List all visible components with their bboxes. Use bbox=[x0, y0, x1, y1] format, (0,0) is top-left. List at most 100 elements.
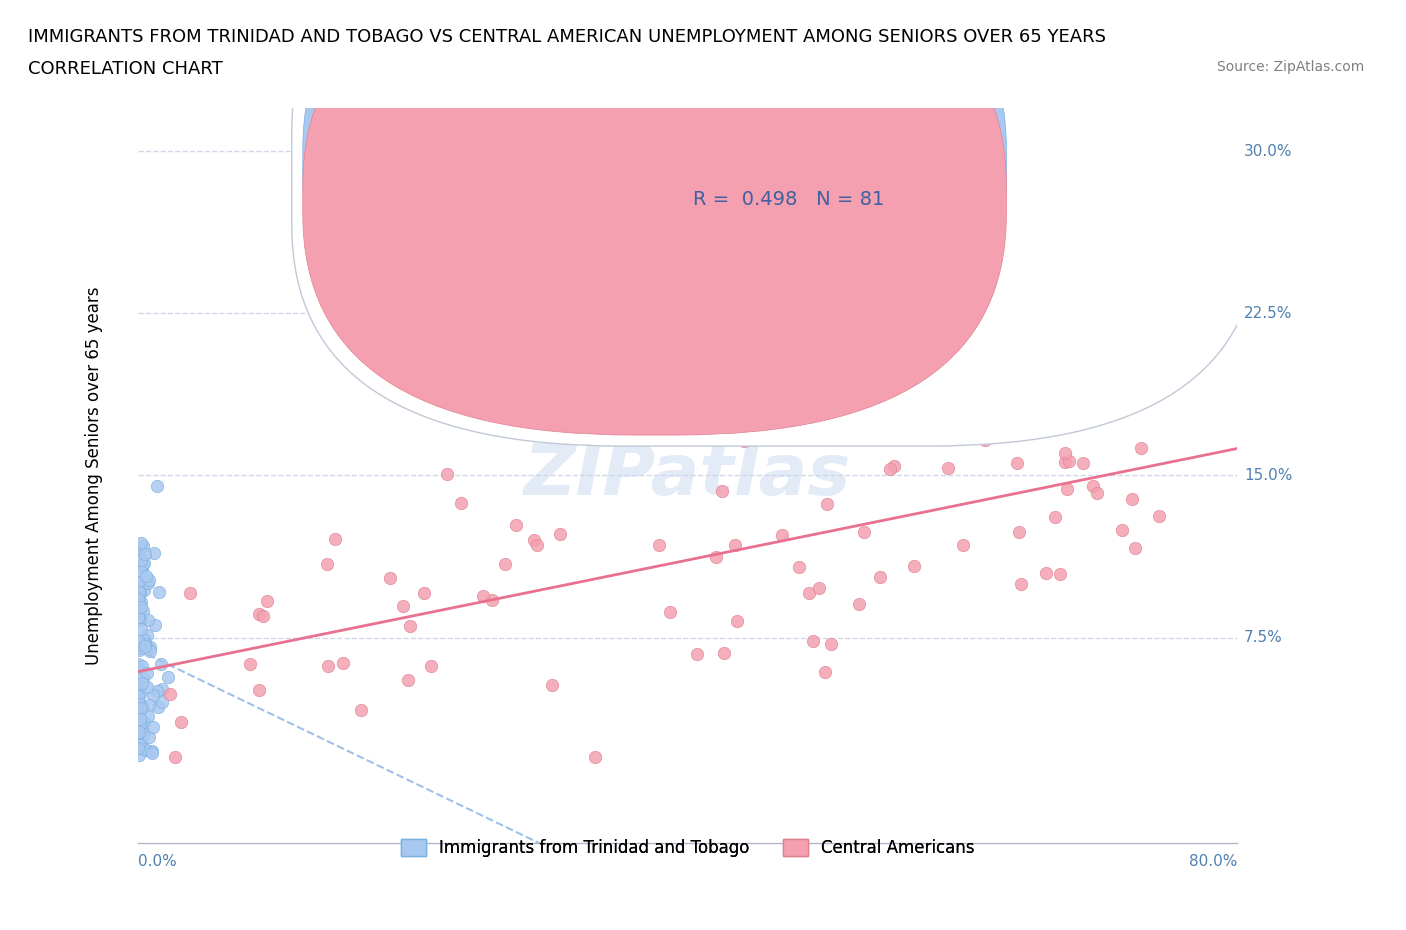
FancyBboxPatch shape bbox=[302, 0, 1007, 435]
Point bbox=[129, 621, 152, 636]
Point bbox=[256, 593, 278, 608]
Point bbox=[399, 618, 422, 633]
FancyBboxPatch shape bbox=[292, 0, 1260, 446]
Point bbox=[138, 698, 160, 712]
Point bbox=[127, 676, 149, 691]
Point bbox=[132, 556, 155, 571]
Point bbox=[127, 725, 149, 740]
FancyBboxPatch shape bbox=[302, 0, 1007, 398]
Point bbox=[129, 600, 152, 615]
Point bbox=[128, 695, 150, 710]
Point bbox=[392, 598, 415, 613]
Point bbox=[128, 548, 150, 563]
Text: R = -0.134   N = 92: R = -0.134 N = 92 bbox=[693, 153, 886, 173]
Point bbox=[127, 633, 149, 648]
Point bbox=[1123, 540, 1146, 555]
Point bbox=[1007, 456, 1029, 471]
Point bbox=[495, 556, 517, 571]
Text: 22.5%: 22.5% bbox=[1244, 306, 1292, 321]
Point bbox=[711, 484, 734, 498]
Point bbox=[129, 711, 152, 726]
Point bbox=[787, 560, 810, 575]
Point bbox=[135, 666, 157, 681]
Legend: Immigrants from Trinidad and Tobago, Central Americans: Immigrants from Trinidad and Tobago, Cen… bbox=[394, 832, 981, 864]
Point bbox=[150, 695, 173, 710]
Point bbox=[127, 609, 149, 624]
Point bbox=[134, 555, 156, 570]
Point bbox=[1147, 509, 1170, 524]
Point bbox=[127, 657, 149, 671]
Point bbox=[135, 568, 157, 583]
Point bbox=[481, 592, 503, 607]
Point bbox=[135, 639, 157, 654]
Point bbox=[170, 714, 193, 729]
Point bbox=[725, 613, 748, 628]
Point bbox=[526, 538, 548, 552]
Point bbox=[146, 684, 169, 699]
Point bbox=[1171, 154, 1194, 169]
Point bbox=[1010, 577, 1032, 591]
Point bbox=[132, 604, 155, 618]
Point bbox=[156, 670, 179, 684]
Point bbox=[131, 675, 153, 690]
Point bbox=[413, 585, 436, 600]
Point bbox=[135, 742, 157, 757]
Point bbox=[128, 612, 150, 627]
Point bbox=[134, 714, 156, 729]
Point bbox=[127, 740, 149, 755]
Point bbox=[396, 672, 419, 687]
Point bbox=[1071, 456, 1094, 471]
Point bbox=[789, 287, 811, 302]
Point bbox=[380, 571, 402, 586]
Point bbox=[252, 609, 274, 624]
Point bbox=[127, 612, 149, 627]
Point bbox=[820, 636, 842, 651]
Point bbox=[146, 479, 169, 494]
Point bbox=[128, 636, 150, 651]
Point bbox=[848, 596, 870, 611]
Point bbox=[128, 737, 150, 752]
Point bbox=[808, 580, 831, 595]
Point bbox=[903, 558, 925, 573]
Point bbox=[129, 586, 152, 601]
Text: 30.0%: 30.0% bbox=[1244, 144, 1292, 159]
Point bbox=[138, 576, 160, 591]
Point bbox=[135, 680, 157, 695]
Point bbox=[325, 532, 347, 547]
Point bbox=[134, 725, 156, 740]
Point bbox=[128, 641, 150, 656]
Point bbox=[540, 677, 562, 692]
Point bbox=[128, 709, 150, 724]
Text: 80.0%: 80.0% bbox=[1189, 854, 1237, 869]
Point bbox=[1045, 510, 1067, 525]
Point bbox=[436, 467, 458, 482]
Point bbox=[128, 584, 150, 599]
Point bbox=[733, 433, 755, 448]
Point bbox=[129, 700, 152, 715]
Point bbox=[132, 699, 155, 714]
Point bbox=[136, 642, 159, 657]
Point bbox=[150, 657, 173, 671]
Point bbox=[1094, 405, 1116, 419]
Point bbox=[142, 687, 165, 702]
Point bbox=[134, 637, 156, 652]
Point bbox=[1121, 491, 1143, 506]
Point bbox=[129, 597, 152, 612]
Point bbox=[143, 545, 166, 560]
Point bbox=[316, 658, 339, 673]
Point bbox=[134, 638, 156, 653]
Point bbox=[128, 643, 150, 658]
Point bbox=[350, 702, 373, 717]
Point bbox=[129, 595, 152, 610]
Point bbox=[129, 718, 152, 733]
Text: 15.0%: 15.0% bbox=[1244, 468, 1292, 483]
Point bbox=[138, 572, 160, 587]
Point bbox=[523, 533, 546, 548]
Point bbox=[139, 639, 162, 654]
Point bbox=[1081, 479, 1104, 494]
Point bbox=[136, 709, 159, 724]
Point bbox=[128, 748, 150, 763]
Point bbox=[869, 570, 891, 585]
Point bbox=[806, 395, 828, 410]
Point bbox=[128, 603, 150, 618]
